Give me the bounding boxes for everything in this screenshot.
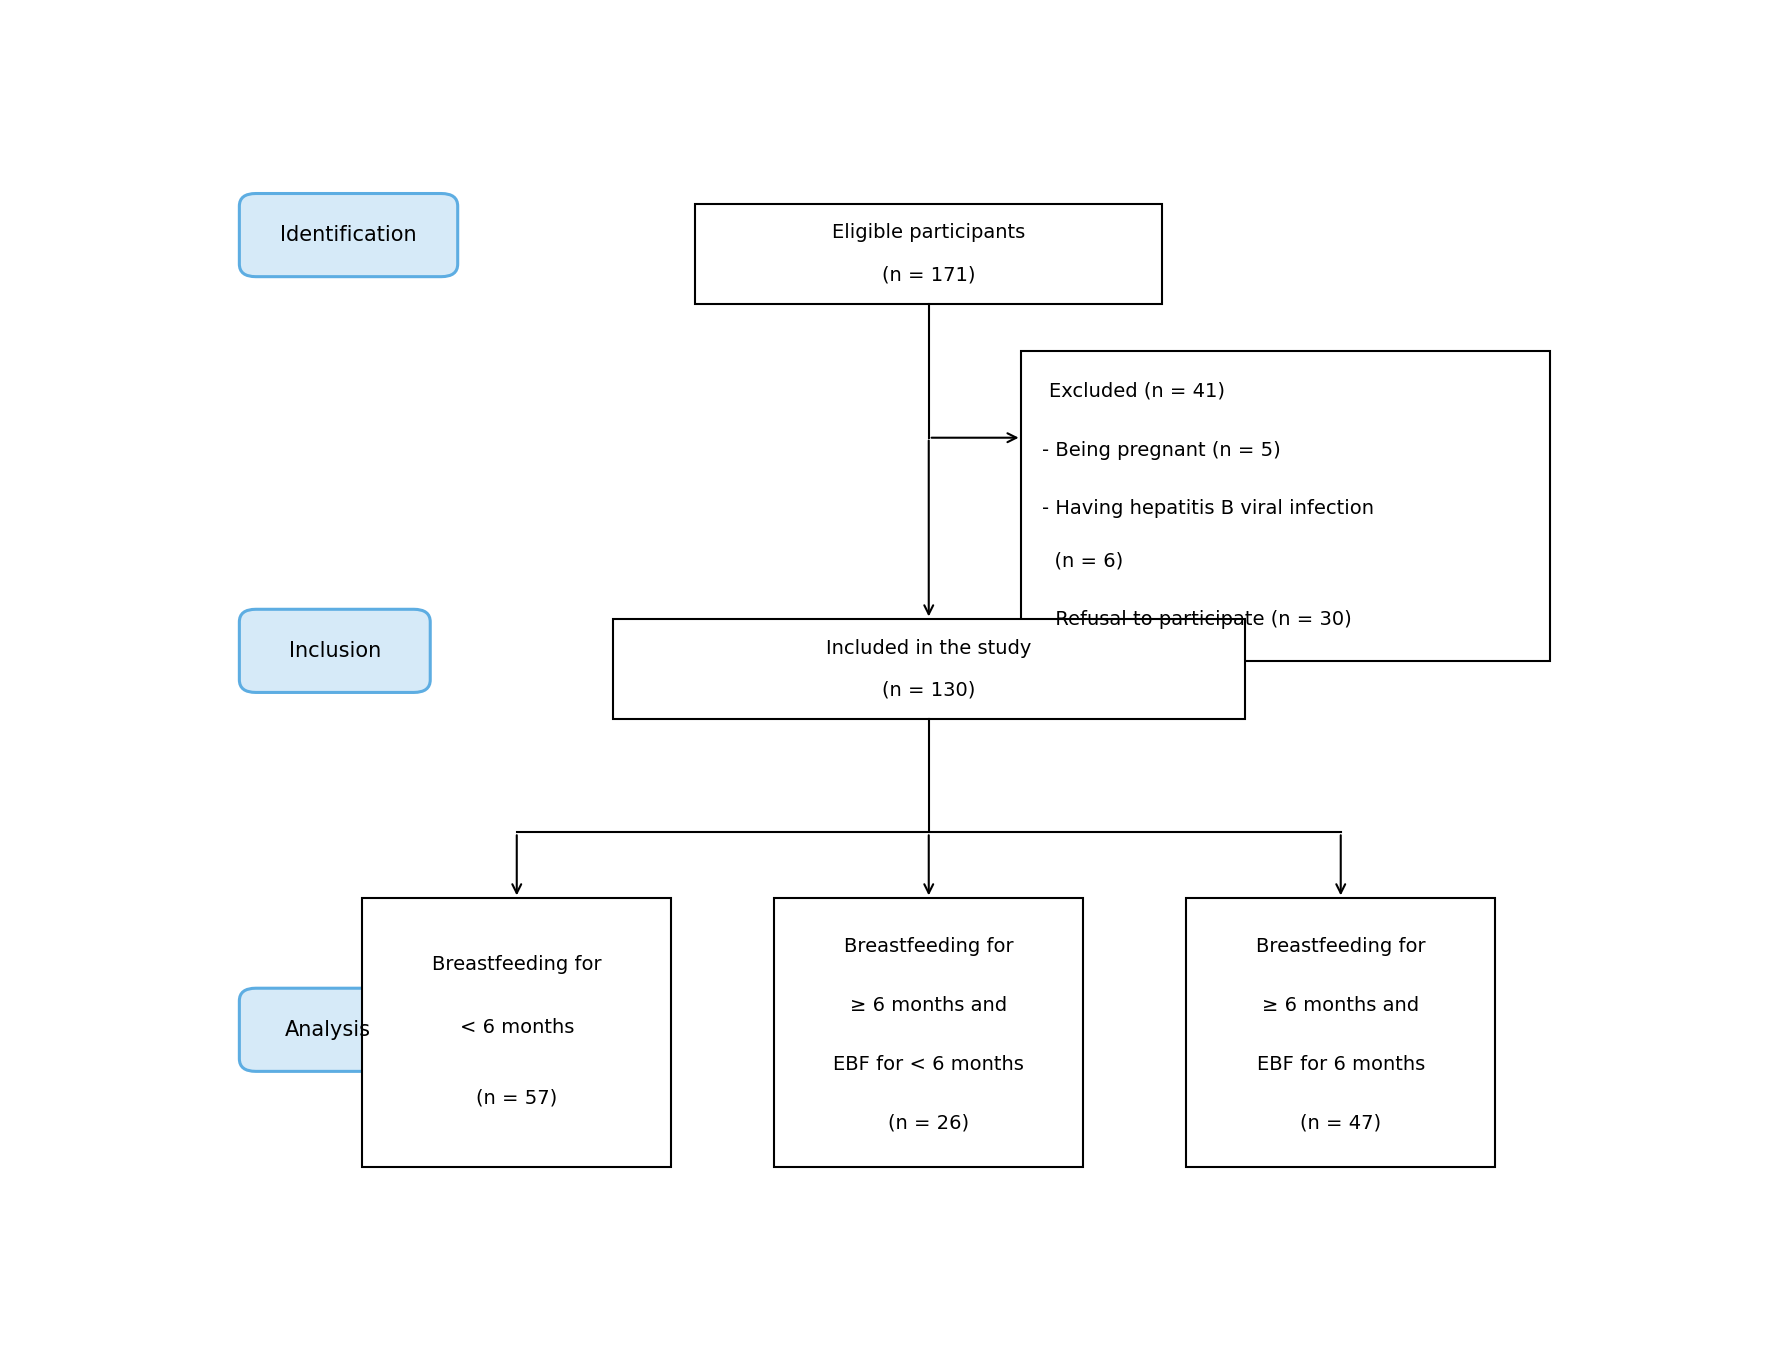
Text: (n = 57): (n = 57) [477, 1088, 558, 1107]
Text: Identification: Identification [280, 226, 416, 245]
Text: (n = 130): (n = 130) [882, 681, 975, 700]
Text: - Refusal to participate (n = 30): - Refusal to participate (n = 30) [1042, 610, 1352, 629]
FancyBboxPatch shape [774, 898, 1083, 1166]
Text: ≥ 6 months and: ≥ 6 months and [851, 995, 1006, 1014]
Text: Inclusion: Inclusion [289, 641, 381, 660]
Text: Analysis: Analysis [285, 1020, 370, 1040]
FancyBboxPatch shape [239, 194, 457, 276]
FancyBboxPatch shape [239, 988, 416, 1072]
Text: (n = 47): (n = 47) [1301, 1114, 1382, 1132]
Text: Eligible participants: Eligible participants [833, 223, 1026, 242]
Text: - Being pregnant (n = 5): - Being pregnant (n = 5) [1042, 442, 1281, 461]
Text: (n = 6): (n = 6) [1042, 552, 1123, 571]
Text: Breastfeeding for: Breastfeeding for [1256, 936, 1425, 956]
Text: - Having hepatitis B viral infection: - Having hepatitis B viral infection [1042, 499, 1373, 518]
Text: Breastfeeding for: Breastfeeding for [432, 954, 601, 973]
Text: (n = 26): (n = 26) [888, 1114, 969, 1132]
Text: Breastfeeding for: Breastfeeding for [843, 936, 1014, 956]
Text: Excluded (n = 41): Excluded (n = 41) [1049, 381, 1224, 401]
Text: EBF for < 6 months: EBF for < 6 months [833, 1054, 1024, 1073]
Text: EBF for 6 months: EBF for 6 months [1256, 1054, 1425, 1073]
FancyBboxPatch shape [1021, 351, 1550, 662]
Text: (n = 171): (n = 171) [882, 265, 976, 284]
Text: Included in the study: Included in the study [826, 638, 1031, 658]
FancyBboxPatch shape [695, 204, 1162, 303]
FancyBboxPatch shape [613, 619, 1244, 719]
FancyBboxPatch shape [1185, 898, 1496, 1166]
Text: < 6 months: < 6 months [459, 1017, 574, 1036]
FancyBboxPatch shape [361, 898, 672, 1166]
FancyBboxPatch shape [239, 610, 431, 693]
Text: ≥ 6 months and: ≥ 6 months and [1262, 995, 1419, 1014]
